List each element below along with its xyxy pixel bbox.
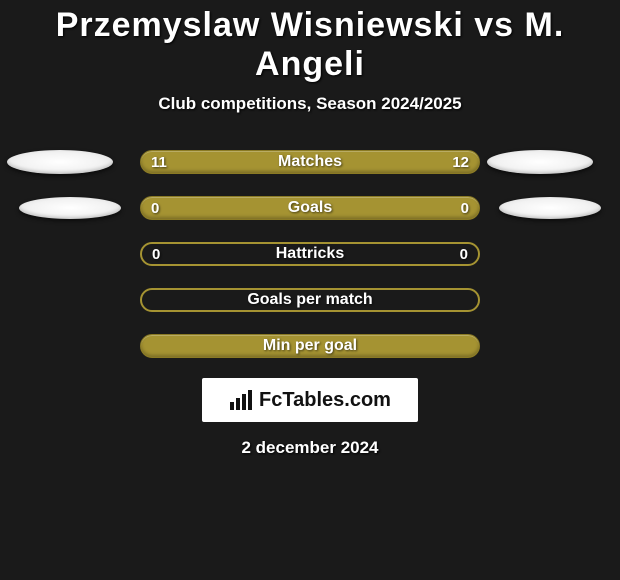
stat-left-value: 11 (151, 154, 167, 171)
subtitle: Club competitions, Season 2024/2025 (0, 94, 620, 114)
stat-right-value: 0 (461, 200, 469, 217)
stat-right-value: 12 (452, 154, 469, 171)
date-text: 2 december 2024 (0, 438, 620, 458)
stat-bar: Min per goal (140, 334, 480, 358)
player2-ellipse (499, 197, 601, 219)
stat-label: Goals (288, 199, 332, 217)
stat-row: 11 Matches 12 (0, 150, 620, 174)
vs-separator: vs (474, 6, 514, 44)
page-title: Przemyslaw Wisniewski vs M. Angeli (0, 0, 620, 84)
stat-left-value: 0 (151, 200, 159, 217)
player1-name: Przemyslaw Wisniewski (56, 6, 464, 44)
stat-bar: 0 Goals 0 (140, 196, 480, 220)
stat-row: 0 Goals 0 (0, 196, 620, 220)
logo-box: FcTables.com (202, 378, 418, 422)
player1-ellipse (19, 197, 121, 219)
stat-label: Matches (278, 153, 342, 171)
stat-label: Hattricks (276, 245, 344, 263)
stat-rows: 11 Matches 12 0 Goals 0 0 Hattricks 0 Goals per m… (0, 150, 620, 358)
stat-bar: 11 Matches 12 (140, 150, 480, 174)
stat-row: Goals per match (0, 288, 620, 312)
stat-row: 0 Hattricks 0 (0, 242, 620, 266)
stat-row: Min per goal (0, 334, 620, 358)
player1-ellipse (7, 150, 113, 174)
player2-ellipse (487, 150, 593, 174)
stat-label: Goals per match (247, 291, 372, 309)
stat-label: Min per goal (263, 337, 357, 355)
bar-chart-icon (229, 390, 253, 410)
stat-bar: Goals per match (140, 288, 480, 312)
stat-right-value: 0 (460, 246, 468, 263)
stat-bar: 0 Hattricks 0 (140, 242, 480, 266)
stat-left-value: 0 (152, 246, 160, 263)
logo-text: FcTables.com (259, 389, 391, 412)
